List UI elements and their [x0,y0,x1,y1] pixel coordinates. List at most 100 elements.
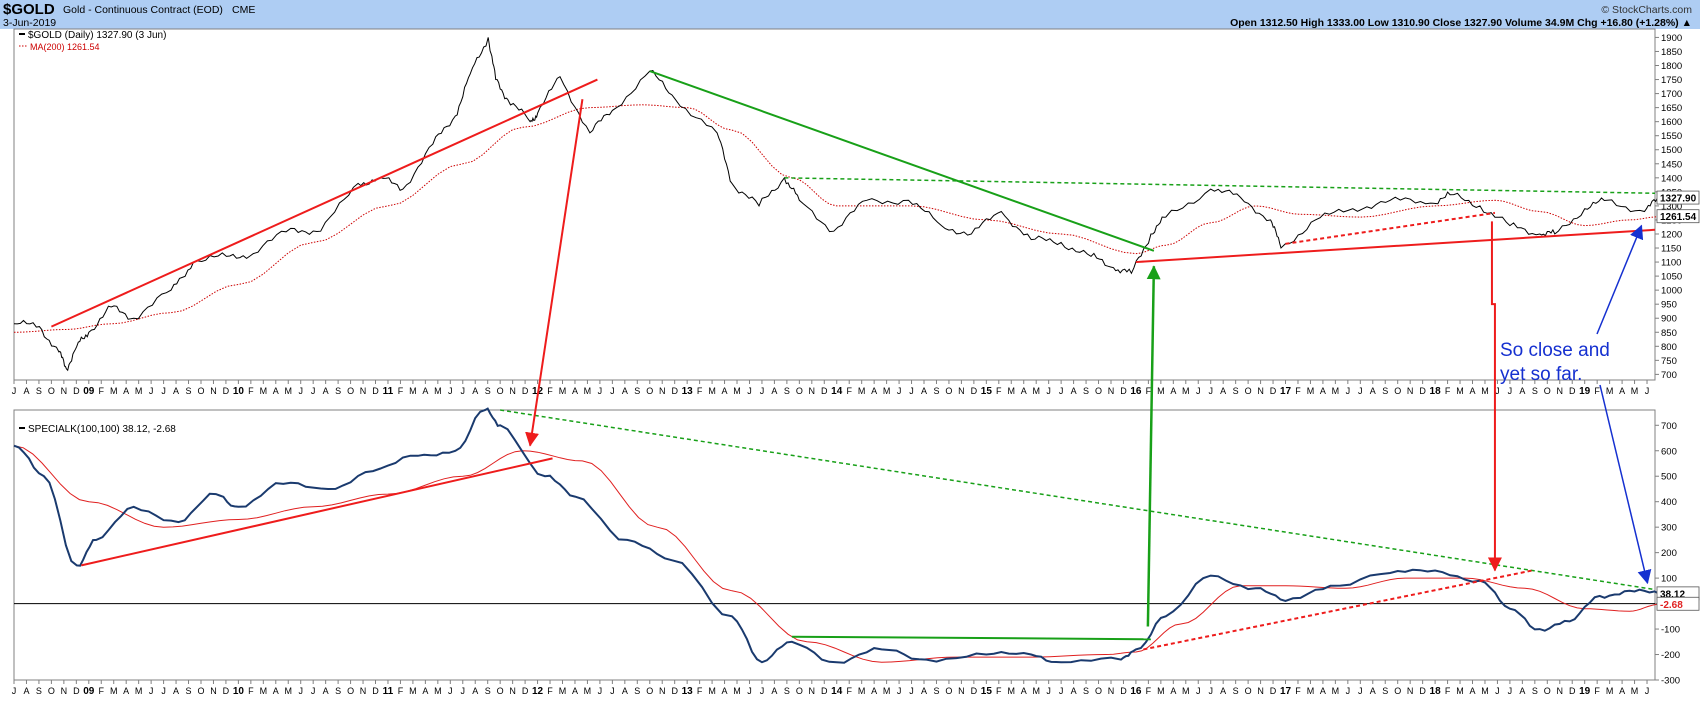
x-month-label: A [1469,686,1475,696]
x-month-label: S [335,686,341,696]
x-month-label: S [485,386,491,396]
x-month-label: D [971,686,978,696]
indicator-y-label: 100 [1661,574,1677,585]
price-y-label: 1050 [1661,272,1682,283]
x-month-label: N [659,686,666,696]
x-year-label: 17 [1280,386,1292,397]
x-month-label: M [110,386,118,396]
x-month-label: A [273,386,279,396]
x-month-label: A [1170,386,1176,396]
x-month-label: A [871,386,877,396]
x-month-label: J [1645,386,1650,396]
x-month-label: A [1170,686,1176,696]
price-y-label: 1500 [1661,145,1682,156]
x-month-label: M [434,386,442,396]
x-month-label: S [933,686,939,696]
symbol-label: $GOLD [3,1,55,18]
x-month-label: J [598,386,603,396]
x-year-label: 18 [1430,386,1442,397]
x-month-label: M [260,386,268,396]
x-month-label: J [1196,686,1201,696]
x-month-label: F [996,386,1002,396]
x-month-label: M [260,686,268,696]
indicator-panel [13,409,1656,681]
green-arrow-up-2016 [1146,265,1161,627]
series-layer [13,37,1660,664]
x-month-label: S [186,386,192,396]
x-month-label: M [584,686,592,696]
x-month-label: A [123,386,129,396]
x-month-label: J [1346,686,1351,696]
x-month-label: M [1631,686,1639,696]
x-month-label: D [1120,386,1127,396]
x-month-label: M [1606,686,1614,696]
x-month-label: M [1182,386,1190,396]
x-month-label: A [273,686,279,696]
x-month-label: A [472,686,478,696]
watermark: © StockCharts.com [1601,4,1692,16]
x-month-label: M [1157,686,1165,696]
x-month-label: M [858,386,866,396]
x-month-label: M [1157,386,1165,396]
x-month-label: J [1508,386,1513,396]
x-month-label: M [883,386,891,396]
x-month-label: J [1196,386,1201,396]
x-month-label: O [347,686,354,696]
x-month-label: A [1320,386,1326,396]
price-y-label: 1000 [1661,286,1682,297]
x-month-label: S [933,386,939,396]
indicator-trendline-red-dotted [1143,569,1533,651]
x-month-label: M [135,686,143,696]
x-month-label: N [210,686,217,696]
price-legend-text: $GOLD (Daily) 1327.90 (3 Jun) [28,30,166,41]
indicator-y-label: -200 [1661,650,1680,661]
x-month-label: O [497,686,504,696]
price-y-label: 1700 [1661,89,1682,100]
x-month-label: D [223,686,230,696]
x-month-label: A [921,386,927,396]
x-month-label: A [1519,386,1525,396]
x-month-label: J [1046,686,1051,696]
x-month-label: M [1332,386,1340,396]
x-month-label: A [1320,686,1326,696]
ma-legend-text: MA(200) 1261.54 [30,42,100,52]
x-month-label: S [634,386,640,396]
x-month-label: M [1307,686,1315,696]
price-y-label: 1450 [1661,159,1682,170]
x-year-label: 16 [1130,686,1142,697]
price-y-label: 800 [1661,342,1677,353]
x-year-label: 10 [233,686,245,697]
x-month-label: F [1594,686,1600,696]
price-plot-frame [13,28,1656,381]
x-month-label: A [622,386,628,396]
x-month-label: A [1021,686,1027,696]
x-month-label: D [372,686,379,696]
x-month-label: N [509,386,516,396]
x-month-label: S [784,686,790,696]
x-month-label: M [858,686,866,696]
x-month-label: N [509,686,516,696]
indicator-y-label: -100 [1661,625,1680,636]
x-month-label: N [1257,386,1264,396]
x-month-label: M [1182,686,1190,696]
x-month-label: J [298,386,303,396]
x-month-label: D [522,386,529,396]
price-y-label: 1650 [1661,103,1682,114]
x-month-label: D [73,386,80,396]
x-month-label: M [1456,686,1464,696]
price-last-label-box [1656,190,1700,205]
indicator-trendline-red-solid [81,457,553,567]
x-month-label: O [48,386,55,396]
x-month-label: A [921,686,927,696]
price-y-label: 1600 [1661,117,1682,128]
x-month-label: M [708,686,716,696]
x-month-label: S [186,686,192,696]
x-month-label: J [1358,686,1363,696]
signal-last-label-value: -2.68 [1660,600,1683,611]
price-y-label: 750 [1661,356,1677,367]
x-month-label: M [733,386,741,396]
x-year-label: 16 [1130,386,1142,397]
x-month-label: A [722,386,728,396]
x-month-label: F [99,686,105,696]
blue-arrow-up [1596,224,1644,335]
